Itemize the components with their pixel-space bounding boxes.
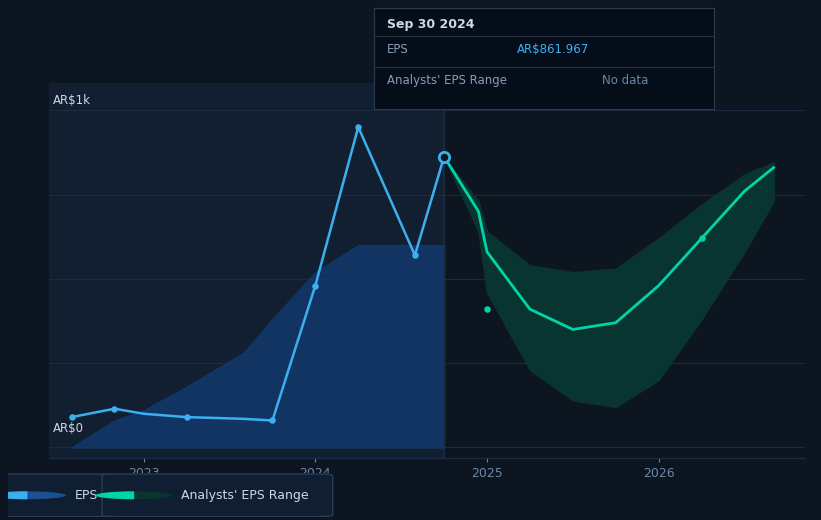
FancyBboxPatch shape [0, 474, 115, 516]
Point [480, 305, 493, 314]
Text: AR$1k: AR$1k [53, 95, 91, 108]
Text: EPS: EPS [388, 43, 409, 56]
Text: Sep 30 2024: Sep 30 2024 [388, 18, 475, 31]
Point [108, 405, 121, 413]
Wedge shape [0, 491, 27, 499]
Text: Analysts' EPS Range: Analysts' EPS Range [388, 74, 507, 87]
FancyBboxPatch shape [102, 474, 333, 516]
Text: Analysts' EPS Range: Analysts' EPS Range [181, 489, 309, 502]
Bar [49, 83, 444, 458]
Circle shape [0, 491, 66, 499]
Text: No data: No data [602, 74, 649, 87]
Circle shape [96, 491, 172, 499]
Point [180, 413, 193, 421]
Point [408, 251, 421, 259]
Point [65, 413, 78, 421]
Text: Actual: Actual [401, 95, 440, 108]
Text: AR$0: AR$0 [53, 422, 84, 435]
Point [309, 281, 322, 290]
Point [695, 234, 709, 242]
Text: Analysts Forecasts: Analysts Forecasts [452, 95, 568, 108]
Point [351, 123, 365, 131]
Text: AR$861.967: AR$861.967 [516, 43, 589, 56]
Point [266, 417, 279, 425]
Text: EPS: EPS [75, 489, 98, 502]
Wedge shape [96, 491, 134, 499]
Point [438, 152, 451, 161]
